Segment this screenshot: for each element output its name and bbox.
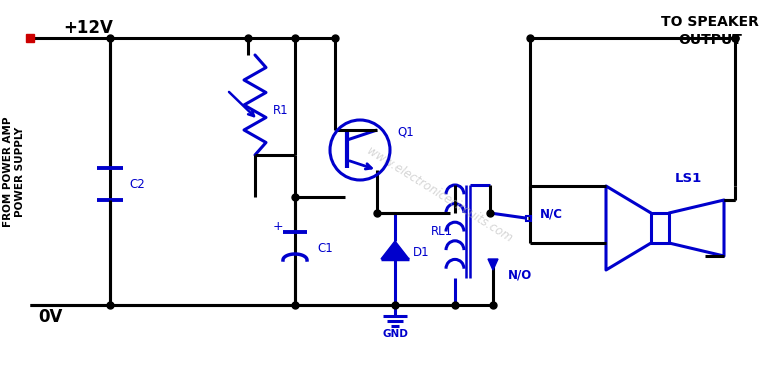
Text: Q1: Q1 [397,126,414,138]
Text: FROM POWER AMP
POWER SUPPLY: FROM POWER AMP POWER SUPPLY [3,117,25,227]
Text: RL1: RL1 [431,225,453,238]
Text: LS1: LS1 [675,172,702,184]
Text: D1: D1 [413,246,429,260]
Text: N/O: N/O [508,269,532,281]
Text: C2: C2 [129,177,145,191]
Bar [525,215,531,220]
Text: GND: GND [382,329,408,339]
Text: R1: R1 [273,104,288,116]
Polygon shape [488,259,498,270]
Bar [651,213,669,243]
Text: www.electronicecircuits.com: www.electronicecircuits.com [365,145,515,245]
Text: +: + [273,220,284,234]
Text: N/C: N/C [540,207,563,220]
Text: OUTPUT: OUTPUT [678,33,742,47]
Text: 0V: 0V [38,308,62,326]
Text: C1: C1 [317,242,332,254]
Polygon shape [381,241,409,259]
Text: +12V: +12V [63,19,113,37]
Text: TO SPEAKER: TO SPEAKER [661,15,759,29]
